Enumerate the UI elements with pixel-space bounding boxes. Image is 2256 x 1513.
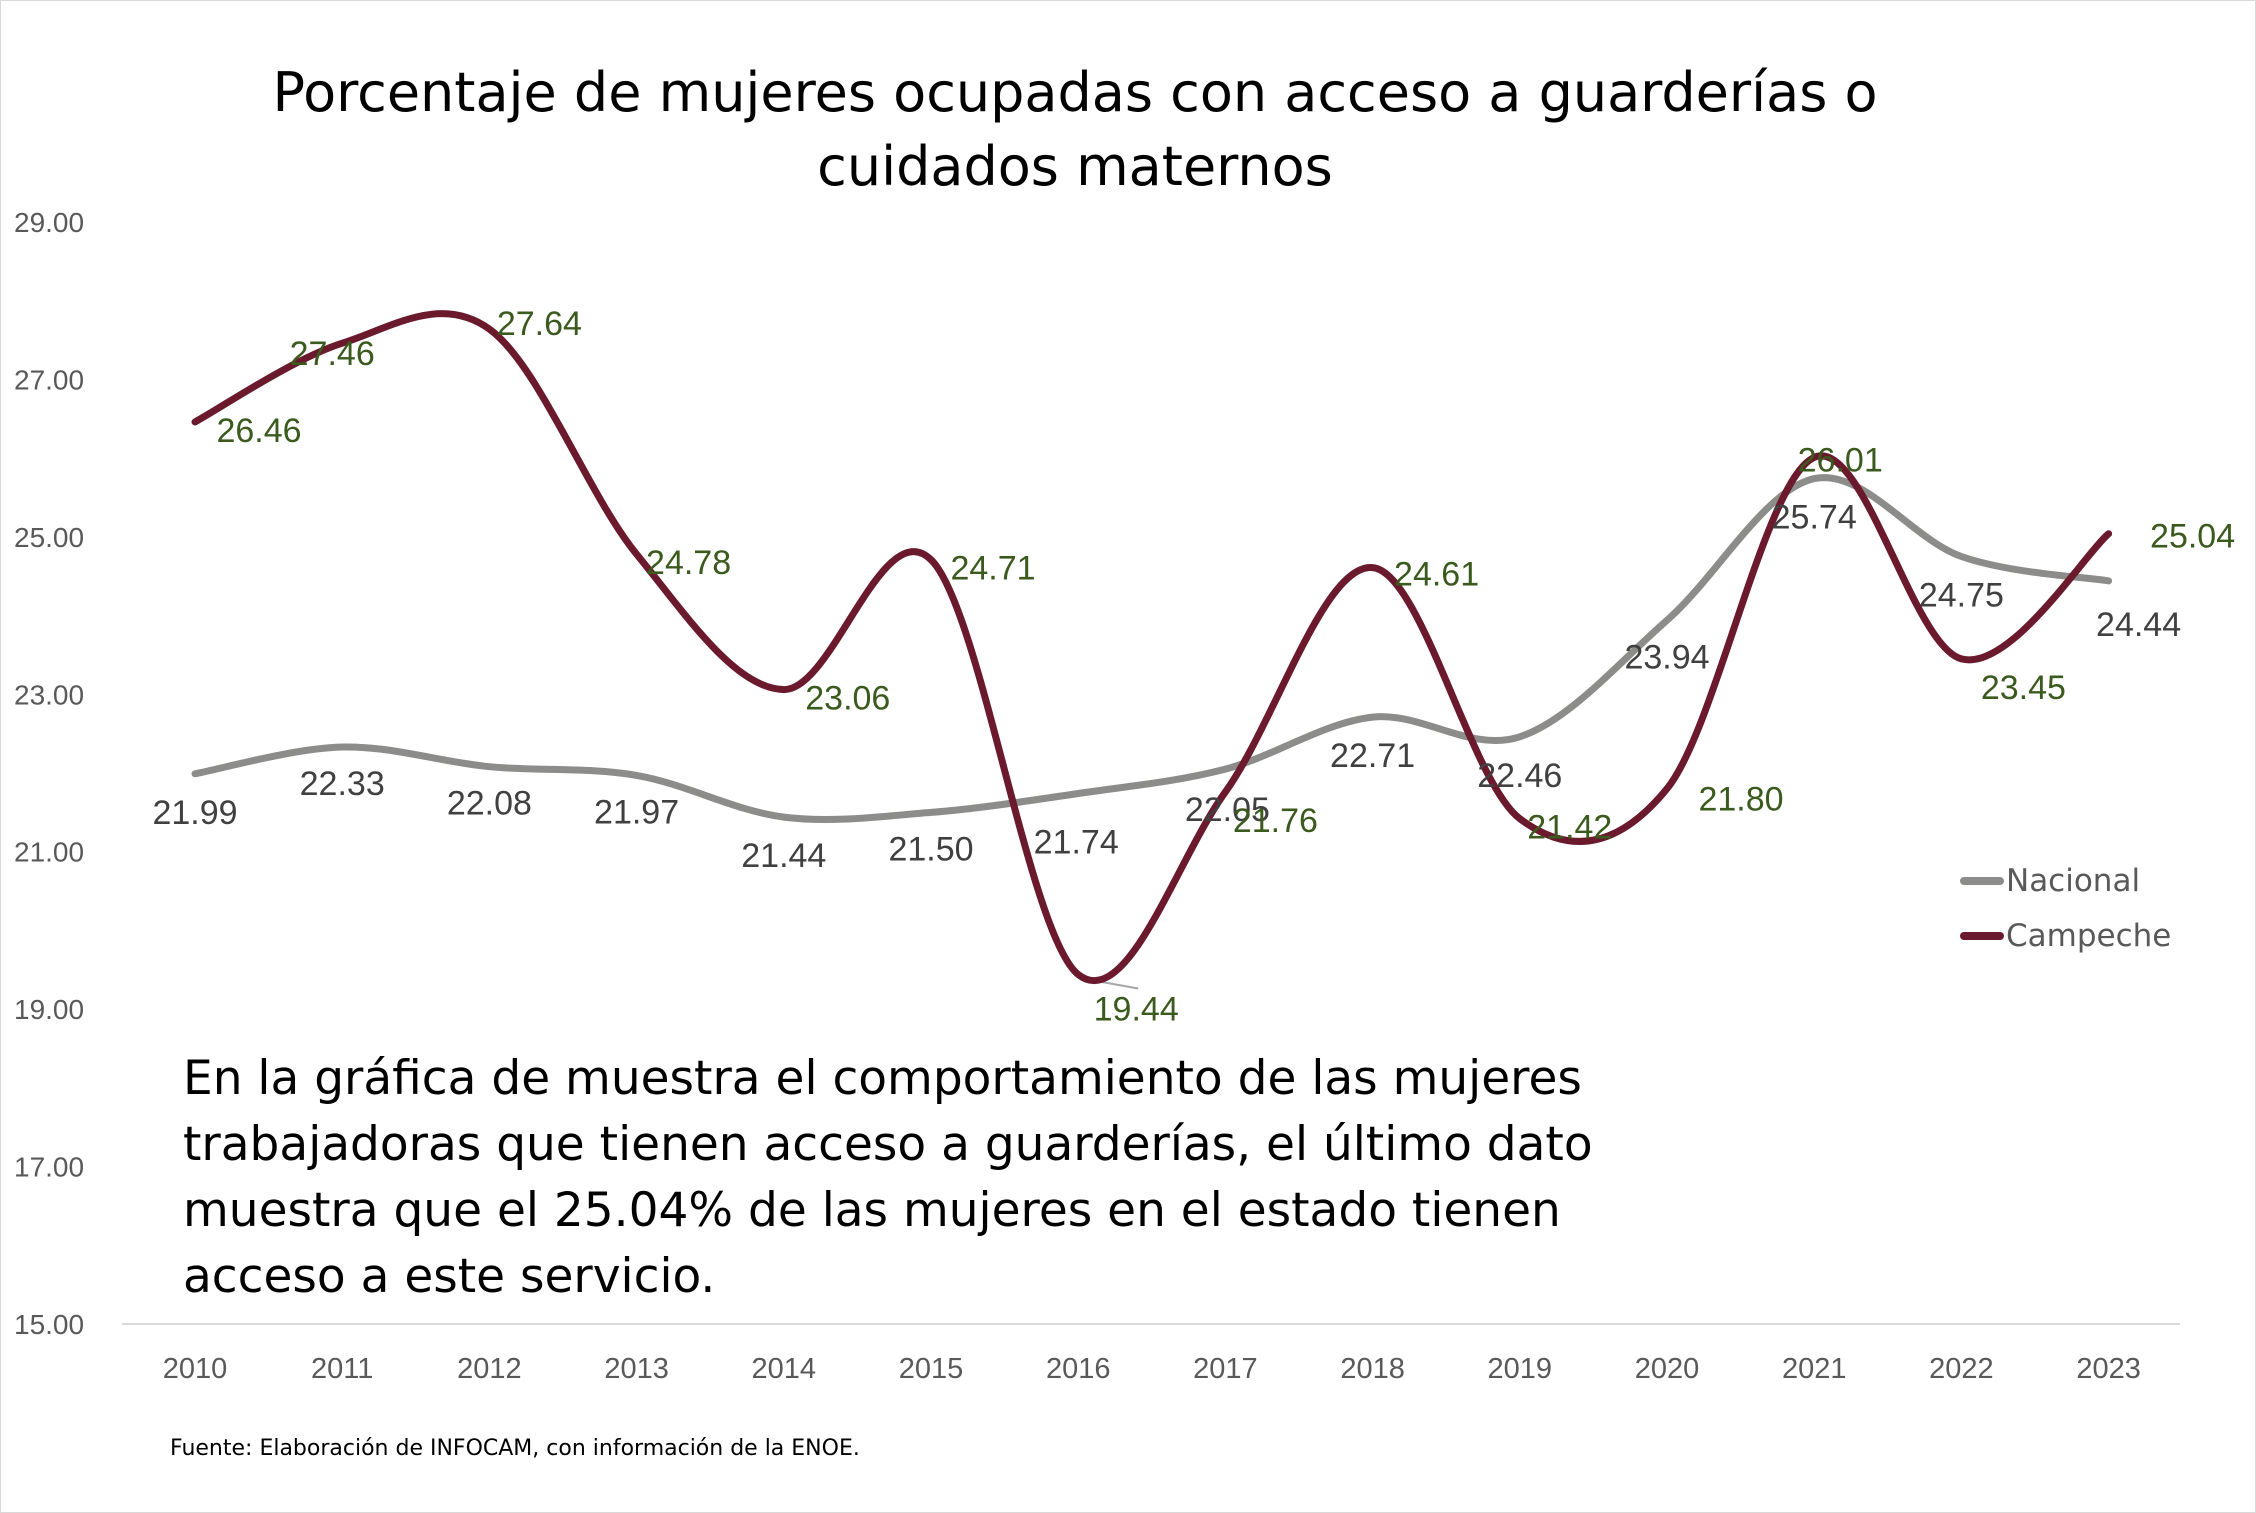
- data-label-campeche: 23.45: [1981, 669, 2066, 707]
- data-label-nacional: 22.33: [300, 765, 385, 803]
- x-tick-label: 2015: [899, 1353, 964, 1385]
- data-label-campeche: 21.76: [1233, 802, 1318, 840]
- note-line-3: muestra que el 25.04% de las mujeres en …: [183, 1183, 1561, 1238]
- data-label-nacional: 21.74: [1034, 823, 1119, 861]
- data-label-campeche: 25.04: [2150, 518, 2235, 556]
- x-tick-label: 2014: [752, 1353, 817, 1385]
- data-label-campeche: 21.42: [1527, 809, 1612, 847]
- legend-label-campeche: Campeche: [2006, 918, 2172, 954]
- note-line-2: trabajadoras que tienen acceso a guarder…: [183, 1117, 1593, 1172]
- x-tick-label: 2012: [457, 1353, 522, 1385]
- x-tick-label: 2022: [1929, 1353, 1994, 1385]
- legend-swatch-nacional: [1960, 877, 2004, 885]
- x-tick-label: 2016: [1046, 1353, 1111, 1385]
- data-label-campeche: 21.80: [1698, 781, 1783, 819]
- x-tick-label: 2018: [1340, 1353, 1405, 1385]
- data-label-campeche: 24.78: [646, 544, 731, 582]
- data-label-nacional: 23.94: [1624, 638, 1709, 676]
- data-label-nacional: 21.44: [741, 837, 826, 875]
- note-line-4: acceso a este servicio.: [183, 1249, 716, 1304]
- data-label-campeche: 23.06: [805, 680, 890, 718]
- y-tick-label: 19.00: [14, 994, 84, 1025]
- legend-item-nacional: Nacional: [1960, 861, 2140, 901]
- note-line-1: En la gráfica de muestra el comportamien…: [183, 1051, 1582, 1106]
- y-tick-label: 29.00: [14, 207, 84, 238]
- y-tick-label: 27.00: [14, 364, 84, 395]
- data-label-campeche: 26.46: [216, 412, 301, 450]
- x-tick-label: 2017: [1193, 1353, 1258, 1385]
- data-label-nacional: 22.46: [1477, 757, 1562, 795]
- data-label-campeche: 24.71: [950, 550, 1035, 588]
- y-tick-label: 21.00: [14, 837, 84, 868]
- x-tick-label: 2010: [163, 1353, 228, 1385]
- data-label-nacional: 24.75: [1919, 577, 2004, 615]
- y-tick-label: 15.00: [14, 1309, 84, 1340]
- data-label-nacional: 22.05: [1185, 791, 1270, 829]
- legend-item-campeche: Campeche: [1960, 916, 2171, 956]
- x-tick-label: 2020: [1635, 1353, 1700, 1385]
- data-label-campeche: 24.61: [1394, 556, 1479, 594]
- x-tick-label: 2019: [1488, 1353, 1553, 1385]
- source-note: Fuente: Elaboración de INFOCAM, con info…: [170, 1436, 860, 1461]
- y-tick-label: 25.00: [14, 522, 84, 553]
- series-line-campeche: [191, 310, 2113, 985]
- legend-swatch-campeche: [1960, 932, 2004, 940]
- x-tick-label: 2021: [1782, 1353, 1847, 1385]
- data-label-campeche: 27.46: [290, 335, 375, 373]
- data-label-nacional: 22.71: [1330, 737, 1415, 775]
- data-label-campeche: 27.64: [497, 305, 582, 343]
- data-label-campeche: 26.01: [1798, 441, 1883, 479]
- series-line-nacional: [191, 474, 2113, 824]
- data-label-nacional: 22.08: [447, 785, 532, 823]
- legend-label-nacional: Nacional: [2006, 863, 2141, 899]
- chart-title-line-2: cuidados maternos: [817, 135, 1333, 198]
- y-tick-label: 17.00: [14, 1152, 84, 1183]
- data-label-nacional: 21.50: [888, 830, 973, 868]
- chart-title-line-1: Porcentaje de mujeres ocupadas con acces…: [272, 61, 1878, 124]
- data-label-campeche: 19.44: [1094, 991, 1179, 1029]
- y-tick-label: 23.00: [14, 679, 84, 710]
- x-tick-label: 2013: [604, 1353, 669, 1385]
- data-label-nacional: 25.74: [1772, 499, 1857, 537]
- x-tick-label: 2023: [2076, 1353, 2141, 1385]
- data-label-nacional: 21.97: [594, 793, 679, 831]
- x-tick-label: 2011: [311, 1353, 373, 1385]
- data-label-nacional: 24.44: [2096, 606, 2181, 644]
- data-label-nacional: 21.99: [152, 794, 237, 832]
